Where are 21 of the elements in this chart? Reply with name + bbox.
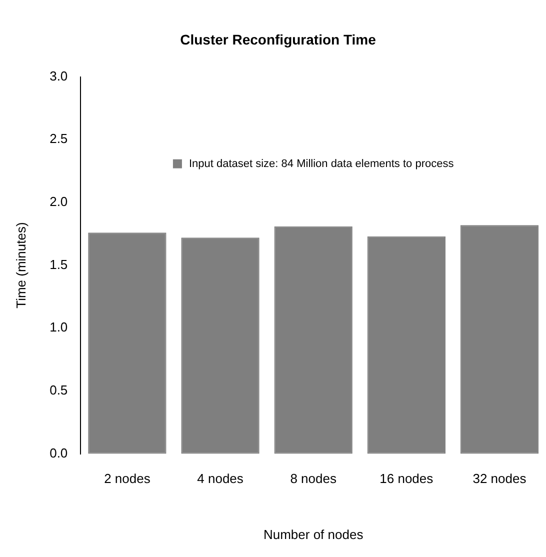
bar bbox=[88, 232, 166, 454]
bar bbox=[460, 225, 539, 454]
y-tick-label: 1.0 bbox=[50, 320, 68, 335]
y-tick-label: 0.0 bbox=[50, 445, 68, 460]
x-tick-label: 4 nodes bbox=[197, 471, 244, 486]
chart-title: Cluster Reconfiguration Time bbox=[180, 31, 376, 48]
y-tick-label: 0.5 bbox=[50, 382, 68, 398]
y-tick-label: 3.0 bbox=[50, 68, 68, 84]
x-axis-title: Number of nodes bbox=[263, 526, 364, 542]
y-tick-label: 2.0 bbox=[50, 194, 68, 210]
x-tick-label: 16 nodes bbox=[380, 471, 434, 486]
x-tick-label: 32 nodes bbox=[472, 471, 527, 486]
y-axis-title: Time (minutes) bbox=[13, 222, 28, 308]
bar bbox=[274, 226, 352, 454]
x-tick-label: 8 nodes bbox=[290, 471, 337, 486]
bar bbox=[367, 236, 446, 454]
y-tick-label: 1.5 bbox=[50, 256, 68, 272]
y-tick-label: 2.5 bbox=[50, 131, 68, 146]
bar bbox=[181, 238, 260, 454]
x-tick-label: 2 nodes bbox=[104, 471, 151, 486]
legend-label: Input dataset size: 84 Million data elements to process bbox=[188, 158, 454, 170]
